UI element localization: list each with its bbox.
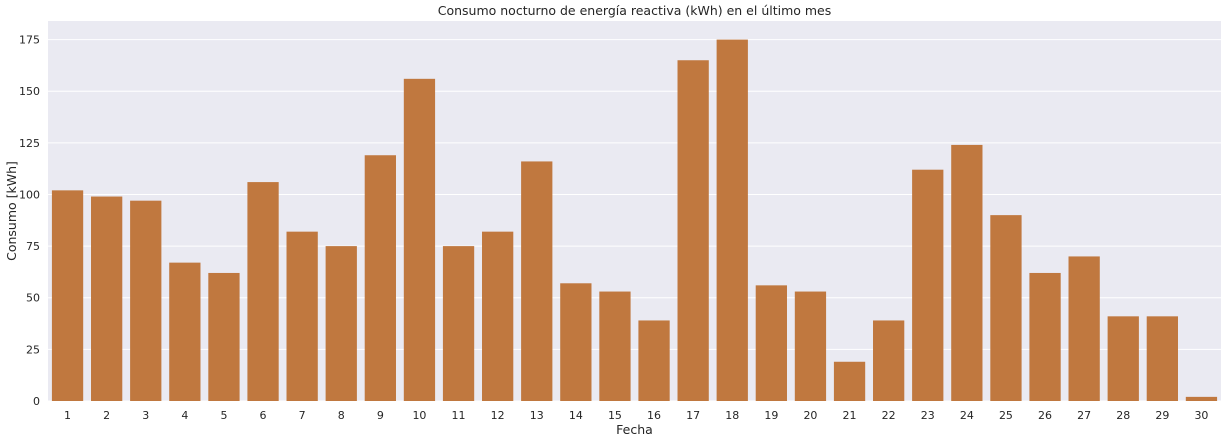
bar bbox=[755, 285, 787, 401]
x-tick-label: 25 bbox=[999, 409, 1013, 422]
x-tick-label: 22 bbox=[882, 409, 896, 422]
x-tick-label: 15 bbox=[608, 409, 622, 422]
bar bbox=[1029, 272, 1061, 401]
x-tick-label: 30 bbox=[1194, 409, 1208, 422]
x-tick-label: 16 bbox=[647, 409, 661, 422]
y-tick-label: 100 bbox=[19, 188, 40, 201]
x-tick-label: 26 bbox=[1038, 409, 1052, 422]
bar bbox=[286, 231, 318, 401]
gridlines bbox=[48, 39, 1221, 402]
y-tick-label: 75 bbox=[26, 240, 40, 253]
y-tick-label: 175 bbox=[19, 34, 40, 47]
bar bbox=[873, 320, 905, 401]
bar bbox=[599, 291, 631, 401]
bar bbox=[482, 231, 514, 401]
y-tick-label: 0 bbox=[33, 395, 40, 408]
chart-title: Consumo nocturno de energía reactiva (kW… bbox=[438, 3, 832, 18]
y-tick-label: 125 bbox=[19, 137, 40, 150]
plot-background bbox=[48, 21, 1221, 401]
bar bbox=[638, 320, 670, 401]
x-tick-label: 9 bbox=[377, 409, 384, 422]
bar bbox=[91, 196, 123, 401]
x-tick-label: 12 bbox=[491, 409, 505, 422]
x-tick-label: 1 bbox=[64, 409, 71, 422]
x-tick-labels: 1 2 3 4 5 6 7 8 9 10 11 12 13 14 15 16 17 18 19 20 21 22 23 24 2… bbox=[64, 409, 1208, 422]
bar bbox=[990, 215, 1022, 401]
bar bbox=[51, 190, 84, 401]
y-tick-label: 150 bbox=[19, 85, 40, 98]
x-tick-label: 21 bbox=[843, 409, 857, 422]
x-tick-label: 5 bbox=[220, 409, 227, 422]
bar bbox=[325, 246, 357, 401]
x-tick-label: 6 bbox=[260, 409, 267, 422]
bars bbox=[51, 39, 1218, 402]
x-tick-label: 13 bbox=[530, 409, 544, 422]
bar bbox=[677, 60, 709, 401]
x-tick-label: 28 bbox=[1116, 409, 1130, 422]
x-tick-label: 7 bbox=[299, 409, 306, 422]
x-tick-label: 8 bbox=[338, 409, 345, 422]
bar bbox=[1107, 316, 1139, 401]
x-tick-label: 11 bbox=[452, 409, 466, 422]
x-tick-label: 27 bbox=[1077, 409, 1091, 422]
x-tick-label: 10 bbox=[412, 409, 426, 422]
bar bbox=[794, 291, 827, 401]
x-tick-label: 3 bbox=[142, 409, 149, 422]
x-tick-label: 29 bbox=[1155, 409, 1169, 422]
x-tick-label: 17 bbox=[686, 409, 700, 422]
bar bbox=[130, 200, 162, 401]
x-tick-label: 20 bbox=[803, 409, 817, 422]
bar bbox=[1146, 316, 1178, 401]
bar bbox=[716, 39, 748, 402]
bar bbox=[208, 272, 240, 401]
bar bbox=[247, 182, 279, 401]
y-tick-label: 25 bbox=[26, 343, 40, 356]
bar bbox=[364, 155, 396, 401]
y-tick-labels: 0 25 50 75 100 125 150 175 bbox=[19, 34, 40, 408]
x-tick-label: 18 bbox=[725, 409, 739, 422]
x-axis-label: Fecha bbox=[616, 422, 653, 437]
bar bbox=[560, 283, 592, 401]
x-tick-label: 2 bbox=[103, 409, 110, 422]
y-tick-label: 50 bbox=[26, 292, 40, 305]
x-tick-label: 14 bbox=[569, 409, 583, 422]
bar bbox=[1185, 396, 1218, 401]
x-tick-label: 19 bbox=[764, 409, 778, 422]
x-tick-label: 24 bbox=[960, 409, 974, 422]
bar bbox=[442, 246, 475, 401]
y-axis-label: Consumo [kWh] bbox=[4, 161, 19, 261]
bar bbox=[1068, 256, 1100, 401]
bar bbox=[169, 262, 201, 401]
bar bbox=[521, 161, 553, 401]
bar bbox=[912, 169, 944, 401]
bar bbox=[951, 144, 983, 402]
bar bbox=[833, 361, 866, 401]
x-tick-label: 23 bbox=[921, 409, 935, 422]
bar bbox=[403, 78, 436, 402]
x-tick-label: 4 bbox=[181, 409, 188, 422]
